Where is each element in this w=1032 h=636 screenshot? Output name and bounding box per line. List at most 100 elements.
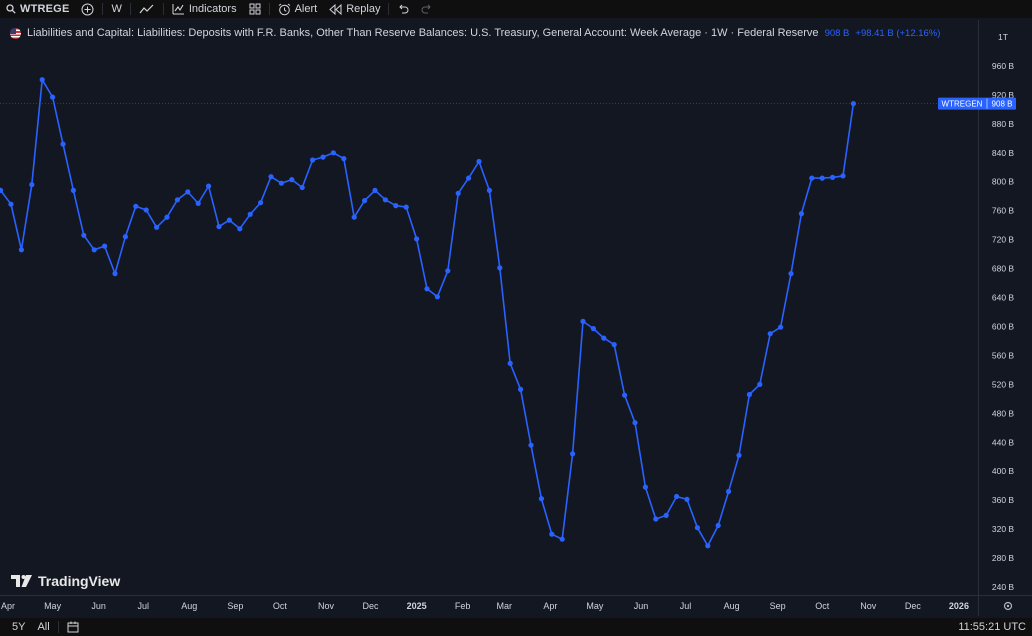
x-tick-label: Sep [770, 601, 786, 611]
replay-label: Replay [346, 3, 381, 15]
data-point [736, 452, 742, 458]
chart-type-button[interactable] [133, 0, 161, 18]
x-tick-label: 2026 [949, 601, 969, 611]
settings-gear[interactable] [1003, 601, 1013, 611]
price-label-value: 908 B [992, 100, 1013, 109]
data-point [351, 214, 357, 220]
x-tick-label: Feb [455, 601, 471, 611]
data-point [362, 198, 368, 204]
data-point [174, 197, 180, 203]
range-all-button[interactable]: All [31, 618, 55, 636]
top-toolbar: WTREGE W Indicators Alert Replay [0, 0, 1032, 18]
data-point [195, 200, 201, 206]
range-5y-button[interactable]: 5Y [0, 618, 31, 636]
alert-button[interactable]: Alert [272, 0, 324, 18]
redo-icon [422, 4, 432, 14]
data-point [466, 175, 472, 181]
x-axis[interactable]: Apr May Jun Jul Aug Sep Oct Nov Dec 2025 Feb Mar Apr… [1, 601, 969, 611]
data-point [559, 536, 565, 542]
x-tick-label: May [44, 601, 62, 611]
data-point [414, 236, 420, 242]
series-line [0, 78, 855, 547]
data-point [549, 531, 555, 537]
x-tick-label: May [586, 601, 604, 611]
replay-button[interactable]: Replay [323, 0, 386, 18]
data-point [403, 204, 409, 210]
y-tick-label: 280 B [992, 553, 1015, 563]
y-tick-label: 560 B [992, 350, 1015, 360]
x-tick-label: Dec [363, 601, 380, 611]
data-point [757, 381, 763, 387]
data-point [694, 525, 701, 531]
data-point [122, 234, 128, 240]
x-tick-label: 2025 [407, 601, 427, 611]
x-tick-label: Nov [318, 601, 335, 611]
layouts-button[interactable] [243, 0, 267, 18]
redo-button[interactable] [415, 0, 439, 18]
data-point [247, 211, 253, 217]
data-point [819, 175, 825, 181]
x-tick-label: Apr [543, 601, 557, 611]
data-point [601, 335, 607, 341]
y-tick-label: 920 B [992, 90, 1015, 100]
tradingview-logo-icon [11, 575, 32, 587]
indicators-button[interactable]: Indicators [166, 0, 243, 18]
logo-text: TradingView [38, 573, 121, 589]
data-point [611, 342, 617, 348]
toolbar-divider [388, 3, 390, 15]
x-tick-label: Apr [1, 601, 15, 611]
data-point [278, 180, 284, 186]
interval-button[interactable]: W [105, 0, 127, 18]
price-label: WTREGEN 908 B [938, 97, 1016, 110]
compare-button[interactable] [75, 0, 100, 18]
indicators-icon [172, 4, 184, 15]
bottom-divider [57, 621, 59, 633]
data-point [486, 187, 492, 193]
data-point [320, 154, 326, 160]
data-point [424, 286, 430, 292]
data-point [154, 224, 160, 230]
legend-change: +98.41 B (+12.16%) [855, 27, 941, 39]
data-point [330, 150, 336, 156]
data-point [112, 271, 118, 277]
data-point [767, 331, 773, 337]
chart-area[interactable]: 1T 960 B 920 B 880 B 840 B 800 B 760 B 720 B 680… [0, 20, 1032, 616]
undo-button[interactable] [391, 0, 415, 18]
toolbar-divider [102, 3, 104, 15]
tradingview-logo[interactable]: TradingView [11, 573, 120, 589]
x-tick-label: Nov [860, 601, 877, 611]
price-chart[interactable]: 1T 960 B 920 B 880 B 840 B 800 B 760 B 720 B 680… [0, 20, 1032, 616]
go-to-date-button[interactable] [61, 618, 85, 636]
data-point [164, 214, 170, 220]
x-tick-label: Sep [227, 601, 243, 611]
data-point [746, 391, 753, 398]
data-point [268, 174, 274, 180]
data-point [570, 451, 576, 457]
indicators-label: Indicators [188, 3, 237, 15]
data-point [538, 496, 545, 502]
data-point [133, 203, 139, 209]
data-point [632, 420, 638, 426]
range-5y-label: 5Y [12, 621, 26, 633]
toolbar-divider [268, 3, 270, 15]
alert-label: Alert [294, 3, 318, 15]
data-point [237, 226, 243, 232]
gear-icon[interactable] [1003, 601, 1013, 611]
alarm-clock-icon [278, 3, 290, 15]
x-tick-label: Oct [273, 601, 288, 611]
data-point [476, 158, 482, 165]
range-all-label: All [37, 621, 50, 633]
data-point [840, 173, 846, 179]
clock[interactable]: 11:55:21 UTC [958, 621, 1026, 633]
symbol-search-button[interactable]: WTREGE [0, 0, 75, 18]
legend-value: 908 B [824, 27, 850, 39]
data-point [216, 224, 222, 230]
y-tick-label: 360 B [992, 495, 1015, 505]
search-icon [6, 4, 16, 14]
price-label-ticker: WTREGEN [942, 100, 983, 109]
symbol-name: WTREGE [20, 3, 70, 15]
data-point [715, 522, 721, 529]
y-axis[interactable]: 1T 960 B 920 B 880 B 840 B 800 B 760 B 720 B 680… [992, 32, 1015, 592]
x-tick-label: Oct [815, 601, 830, 611]
data-point [507, 360, 513, 366]
